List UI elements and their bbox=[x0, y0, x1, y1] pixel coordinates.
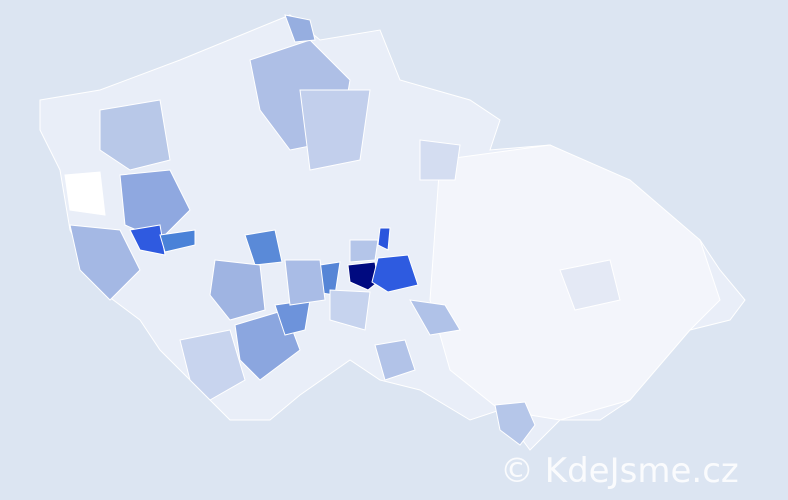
region bbox=[179, 329, 246, 401]
region bbox=[329, 289, 371, 331]
region bbox=[244, 229, 283, 266]
region bbox=[209, 259, 266, 321]
region bbox=[419, 139, 461, 181]
region bbox=[347, 261, 379, 291]
region bbox=[409, 299, 461, 336]
region bbox=[159, 229, 196, 253]
region bbox=[284, 259, 326, 306]
watermark: © KdeJsme.cz bbox=[500, 451, 739, 491]
region bbox=[99, 99, 171, 171]
region bbox=[371, 254, 419, 293]
region bbox=[119, 169, 191, 241]
region bbox=[559, 259, 621, 311]
region bbox=[494, 401, 536, 446]
region bbox=[284, 14, 316, 43]
region bbox=[349, 239, 379, 263]
region bbox=[374, 339, 416, 381]
region bbox=[64, 171, 106, 216]
region bbox=[299, 89, 371, 171]
region bbox=[69, 224, 141, 301]
region bbox=[377, 227, 391, 251]
region bbox=[129, 224, 166, 256]
